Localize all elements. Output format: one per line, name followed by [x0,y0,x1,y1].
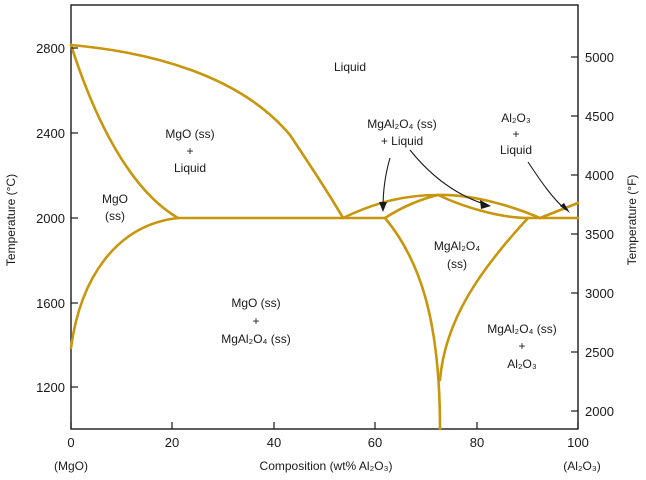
arrow-to-alumina-liquidus [527,161,567,211]
right-axis: 2000 2500 3000 3500 4000 4500 5000 Tempe… [571,50,639,419]
right-tick-label: 4000 [585,168,614,183]
phase-boundaries [69,43,580,431]
bottom-left-end-label: (MgO) [54,459,88,473]
liquidus-alumina [538,201,580,220]
region-spinel-alumina-line1: MgAl₂O₄ (ss) [487,322,557,336]
region-mgo-ss-line2: (ss) [105,209,125,223]
right-tick-label: 2500 [585,345,614,360]
region-spinel-alumina-line3: Al₂O₃ [507,357,537,371]
region-mgo-ss-line1: MgO [102,192,128,206]
bottom-tick-label: 100 [567,435,589,450]
arrowhead-left-lens [379,202,387,212]
bottom-tick-label: 60 [368,435,382,450]
pointer-arrows [379,149,570,213]
region-spinel-liquid-line2: + Liquid [381,134,423,148]
liquidus-spinel-right [436,193,542,220]
region-alumina-liquid-line3: Liquid [500,143,532,157]
bottom-tick-label: 40 [267,435,281,450]
solvus-mgo-ss [69,216,180,350]
bottom-axis: 0 20 40 60 80 100 (MgO) Composition (wt%… [54,422,601,473]
bottom-tick-label: 80 [470,435,484,450]
right-tick-label: 3500 [585,227,614,242]
region-alumina-liquid-line1: Al₂O₃ [501,111,531,125]
solidus-spinel-left [383,193,440,220]
right-axis-title: Temperature (°F) [625,175,639,266]
solidus-mgo-ss [69,43,180,220]
region-spinel-alumina-line2: + [518,339,525,353]
right-tick-label: 4500 [585,109,614,124]
region-mgo-ss-liquid-line1: MgO (ss) [165,127,214,141]
region-liquid: Liquid [334,60,366,74]
right-tick-label: 2000 [585,404,614,419]
region-mgo-ss-spinel-line2: + [252,314,259,328]
solvus-spinel-left [383,216,442,431]
solidus-spinel-right [436,193,530,220]
region-spinel-ss-line1: MgAl₂O₄ [434,239,480,253]
region-spinel-liquid-line1: MgAl₂O₄ (ss) [367,117,437,131]
arrowhead-alumina-liquidus [560,203,570,213]
left-tick-label: 2400 [36,126,65,141]
region-mgo-ss-spinel-line1: MgO (ss) [231,296,280,310]
bottom-tick-label: 0 [67,435,74,450]
left-tick-label: 1600 [36,296,65,311]
region-mgo-ss-liquid-line3: Liquid [174,161,206,175]
left-tick-label: 2800 [36,41,65,56]
region-alumina-liquid-line2: + [512,127,519,141]
bottom-tick-label: 20 [165,435,179,450]
solvus-spinel-right [438,216,530,382]
region-spinel-ss-line2: (ss) [447,257,467,271]
left-axis: 1200 1600 2000 2400 2800 Temperature (°C… [4,41,78,395]
region-mgo-ss-liquid-line2: + [186,144,193,158]
arrowhead-right-lens [480,200,491,209]
liquidus-spinel-left [341,193,440,220]
liquidus-mgo [69,43,345,220]
right-tick-label: 5000 [585,50,614,65]
right-tick-label: 3000 [585,286,614,301]
region-mgo-ss-spinel-line3: MgAl₂O₄ (ss) [221,332,291,346]
region-labels: Liquid MgO (ss) + Liquid MgO (ss) MgO (s… [102,60,557,371]
bottom-right-end-label: (Al₂O₃) [563,459,601,473]
left-tick-label: 1200 [36,380,65,395]
left-tick-label: 2000 [36,211,65,226]
arrow-to-right-lens [409,149,488,206]
left-axis-title: Temperature (°C) [4,174,18,266]
bottom-axis-title: Composition (wt% Al₂O₃) [260,459,393,473]
